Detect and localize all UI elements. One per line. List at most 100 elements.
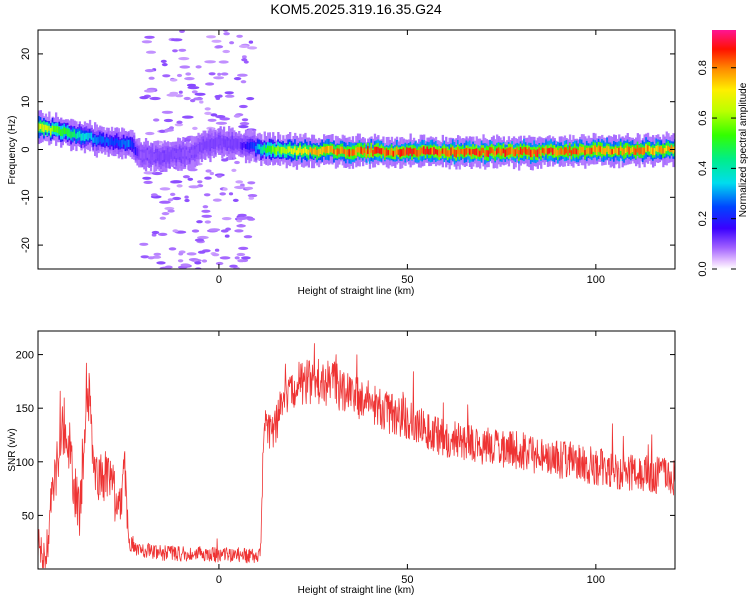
heatmap-patch [158,232,168,236]
heatmap-cell [652,147,655,156]
heatmap-cell [655,145,658,152]
heatmap-cell [110,137,114,145]
heatmap-cell [158,154,161,162]
heatmap-cell [618,147,621,155]
heatmap-cell [302,148,305,154]
heatmap-cell [557,150,560,156]
heatmap-patch [241,256,251,260]
heatmap-cell [533,149,536,155]
heatmap-patch [160,59,167,64]
heatmap-patch [182,175,190,179]
heatmap-cell [199,142,202,151]
heatmap-cell [290,148,293,154]
heatmap-cell [390,147,394,156]
heatmap-cell [277,145,280,152]
heatmap-patch [183,96,191,101]
heatmap-cell [479,150,482,157]
heatmap-patch [161,110,174,114]
heatmap-patch [178,48,187,52]
heatmap-cell [178,149,182,157]
heatmap-cell [519,147,522,155]
heatmap-patch [197,180,203,184]
heatmap-cell [70,131,73,139]
heatmap-cell [665,145,668,152]
heatmap-cell [112,140,115,147]
heatmap-patch [156,261,166,265]
heatmap-cell [562,149,565,155]
heatmap-patch [172,196,182,201]
heatmap-patch [241,258,249,263]
heatmap-cell [331,145,334,153]
heatmap-cell [216,139,219,145]
heatmap-cell [141,152,144,160]
heatmap-patch [167,209,175,213]
heatmap-cell [46,125,49,133]
heatmap-patch [188,185,200,189]
heatmap-cell [226,140,229,147]
heatmap-cell [614,146,617,154]
heatmap-cell [356,146,360,153]
heatmap-cell [160,155,163,162]
x-tick-label: 100 [587,274,605,286]
heatmap-cell [426,146,429,155]
heatmap-cell [526,149,529,155]
heatmap-cell [85,132,88,140]
heatmap-cell [180,152,183,160]
heatmap-patch [204,60,217,64]
heatmap-cell [473,149,477,156]
heatmap-patch [207,118,217,122]
heatmap-cell [524,147,528,155]
heatmap-patch [247,46,258,50]
heatmap-cell [451,146,455,154]
heatmap-patch [180,263,191,267]
heatmap-cell [251,142,254,149]
heatmap-patch [201,259,208,263]
colorbar-ticks: 0.0 0.2 0.4 0.6 0.8 [697,60,736,277]
heatmap-cell [241,142,244,150]
heatmap-patch [153,252,162,256]
heatmap-patch [219,256,231,260]
heatmap-patch [151,233,157,237]
heatmap-cell [228,140,231,146]
heatmap-cell [177,151,180,158]
heatmap-cell [672,146,675,154]
heatmap-cell [39,123,42,130]
heatmap-cell [397,149,400,155]
heatmap-cell [558,148,561,156]
heatmap-cell [219,137,222,144]
heatmap-cell [300,149,304,156]
heatmap-cell [575,148,578,155]
heatmap-cell [214,140,217,147]
heatmap-cell [334,149,338,155]
heatmap-patch [237,213,247,217]
heatmap-patch [191,90,198,94]
heatmap-cell [572,148,575,155]
heatmap-cell [416,149,419,157]
heatmap-cell [287,146,290,153]
x-tick-label: 100 [587,574,605,586]
snr-ticks: 0 50 100 50 100 150 200 [16,331,675,586]
heatmap-patch [240,80,247,84]
heatmap-cell [587,147,590,154]
heatmap-cell [582,146,585,153]
heatmap-cell [448,150,451,157]
heatmap-patch [172,229,179,233]
heatmap-cell [185,149,188,157]
heatmap-cell [170,151,173,158]
heatmap-cell [351,149,355,156]
heatmap-cell [494,150,497,157]
heatmap-cell [458,149,461,157]
heatmap-cell [258,144,261,150]
heatmap-cell [121,139,124,147]
figure-title: KOM5.2025.319.16.35.G24 [270,1,441,17]
heatmap-cell [272,145,275,153]
heatmap-patch [237,73,248,77]
heatmap-cell [602,148,606,155]
heatmap-patch [169,91,179,95]
heatmap-cell [207,141,210,148]
heatmap-patch [224,91,234,95]
y-tick-label: 20 [20,48,32,60]
heatmap-cell [323,146,326,153]
heatmap-patch [235,180,244,184]
